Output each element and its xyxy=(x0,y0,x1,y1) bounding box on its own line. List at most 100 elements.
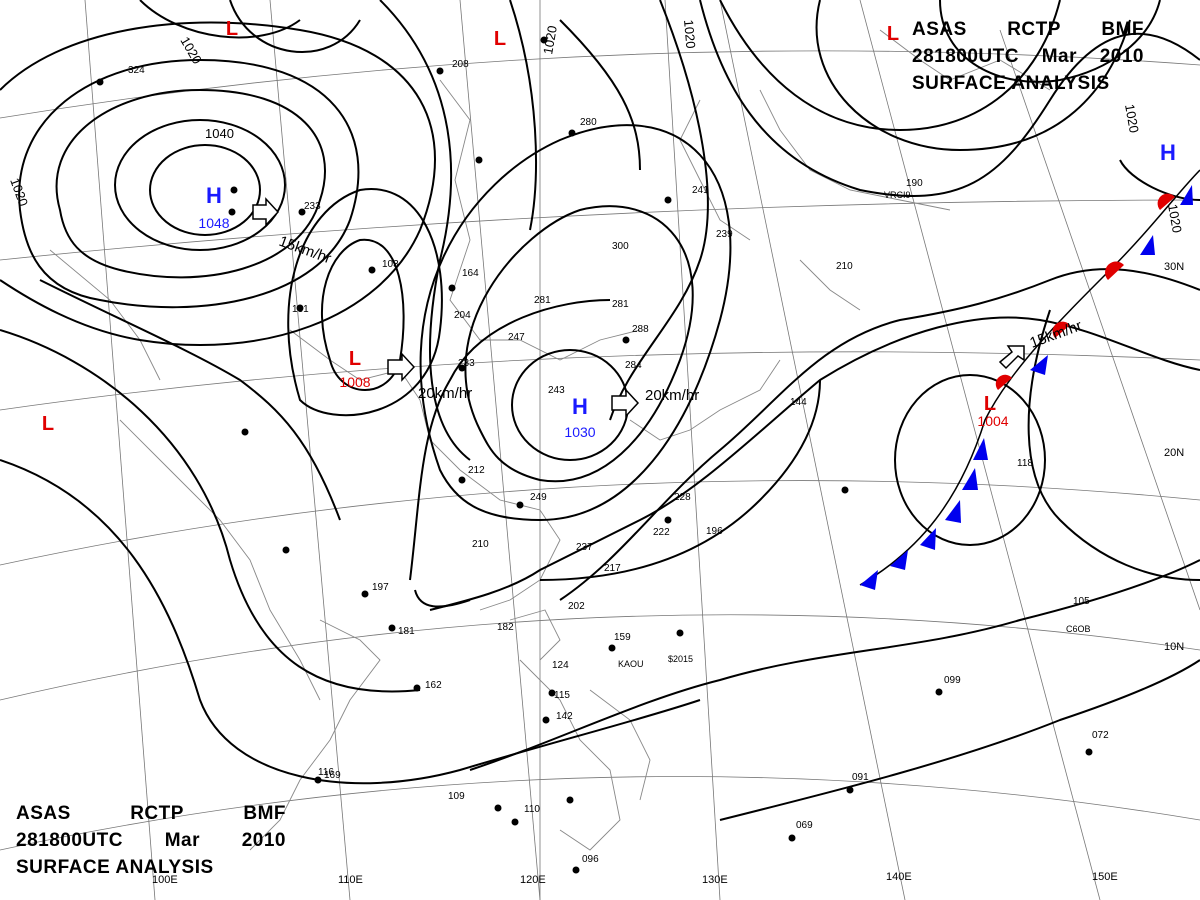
svg-text:091: 091 xyxy=(852,772,869,783)
svg-text:243: 243 xyxy=(548,385,565,396)
svg-text:247: 247 xyxy=(508,332,525,343)
svg-text:150E: 150E xyxy=(1092,871,1118,883)
svg-text:10N: 10N xyxy=(1164,641,1184,653)
svg-text:233: 233 xyxy=(304,201,321,212)
svg-text:1020: 1020 xyxy=(681,19,698,49)
svg-text:VRCI9: VRCI9 xyxy=(884,190,911,200)
low-center-n: L xyxy=(494,28,506,50)
center-code: BMF xyxy=(1101,19,1144,40)
agency-code: ASAS xyxy=(912,19,967,40)
svg-text:162: 162 xyxy=(425,680,442,691)
svg-text:120E: 120E xyxy=(520,874,546,886)
svg-text:$2015: $2015 xyxy=(668,654,693,664)
station-codes: VRCI9 KAOU C6OB $2015 xyxy=(618,190,1091,669)
svg-text:1040: 1040 xyxy=(205,126,234,141)
agency-code: ASAS xyxy=(16,803,71,824)
svg-text:142: 142 xyxy=(556,711,573,722)
svg-text:096: 096 xyxy=(582,854,599,865)
svg-text:210: 210 xyxy=(472,539,489,550)
isobars xyxy=(0,0,1200,821)
svg-text:30N: 30N xyxy=(1164,261,1184,273)
graticule-labels: 100E 110E 120E 130E 140E 150E 30N 20N 10… xyxy=(152,261,1184,886)
analysis-month: Mar xyxy=(1041,46,1077,67)
svg-text:099: 099 xyxy=(944,675,961,686)
analysis-time: 281800UTC xyxy=(16,830,123,851)
low-center-ne: L xyxy=(887,23,899,45)
svg-text:241: 241 xyxy=(692,185,709,196)
analysis-time: 281800UTC xyxy=(912,46,1019,67)
svg-text:288: 288 xyxy=(632,324,649,335)
svg-text:072: 072 xyxy=(1092,730,1109,741)
svg-text:124: 124 xyxy=(552,660,569,671)
svg-text:204: 204 xyxy=(454,310,471,321)
svg-text:116: 116 xyxy=(318,767,334,778)
high-center-1030: H 1030 xyxy=(564,394,595,440)
svg-text:1030: 1030 xyxy=(564,424,595,440)
svg-text:212: 212 xyxy=(468,465,485,476)
svg-text:C6OB: C6OB xyxy=(1066,624,1091,634)
product-name: SURFACE ANALYSIS xyxy=(16,857,214,878)
svg-text:281: 281 xyxy=(534,295,551,306)
svg-text:284: 284 xyxy=(625,360,642,371)
svg-text:1020: 1020 xyxy=(540,24,560,55)
analysis-month: Mar xyxy=(164,830,200,851)
station-code: RCTP xyxy=(1007,19,1061,40)
svg-text:169: 169 xyxy=(324,770,341,781)
header-top-right: ASAS RCTP BMF 281800UTC Mar 2010 SURFACE… xyxy=(912,16,1144,97)
svg-text:H: H xyxy=(1160,140,1176,165)
svg-text:196: 196 xyxy=(706,526,723,537)
svg-text:20km/hr: 20km/hr xyxy=(645,387,699,404)
coastlines xyxy=(49,29,1051,851)
svg-text:118: 118 xyxy=(1017,458,1033,469)
analysis-year: 2010 xyxy=(1099,46,1144,67)
svg-text:069: 069 xyxy=(796,820,813,831)
high-center-east: H xyxy=(1160,140,1176,165)
svg-text:1004: 1004 xyxy=(977,413,1008,429)
station-values: 324 208 280 190 241 300 239 210 281 247 … xyxy=(128,59,1109,865)
svg-text:222: 222 xyxy=(653,527,670,538)
svg-text:300: 300 xyxy=(612,241,629,252)
svg-text:217: 217 xyxy=(604,563,621,574)
header-bottom-left: ASAS RCTP BMF 281800UTC Mar 2010 SURFACE… xyxy=(16,800,286,881)
high-center-1048: H 1048 xyxy=(198,183,229,231)
svg-text:103: 103 xyxy=(382,259,399,270)
low-center-nw: L xyxy=(226,18,238,40)
analysis-year: 2010 xyxy=(241,830,286,851)
svg-text:131: 131 xyxy=(292,304,309,315)
svg-text:109: 109 xyxy=(448,791,465,802)
svg-text:197: 197 xyxy=(372,582,389,593)
svg-text:1020: 1020 xyxy=(1165,203,1185,234)
svg-text:H: H xyxy=(206,183,222,208)
svg-text:105: 105 xyxy=(1073,596,1090,607)
svg-text:210: 210 xyxy=(836,261,853,272)
svg-text:324: 324 xyxy=(128,65,145,76)
svg-text:140E: 140E xyxy=(886,871,912,883)
svg-text:233: 233 xyxy=(458,358,475,369)
svg-text:130E: 130E xyxy=(702,874,728,886)
svg-text:182: 182 xyxy=(497,622,514,633)
svg-text:110: 110 xyxy=(524,804,540,815)
svg-text:239: 239 xyxy=(716,229,733,240)
svg-text:181: 181 xyxy=(398,626,415,637)
stationary-front xyxy=(859,169,1200,590)
svg-text:202: 202 xyxy=(568,601,585,612)
svg-text:208: 208 xyxy=(452,59,469,70)
svg-text:20N: 20N xyxy=(1164,447,1184,459)
svg-text:110E: 110E xyxy=(338,874,363,886)
svg-text:100E: 100E xyxy=(152,874,178,886)
svg-text:237: 237 xyxy=(576,542,593,553)
svg-text:H: H xyxy=(572,394,588,419)
station-plots xyxy=(96,36,1093,874)
product-name: SURFACE ANALYSIS xyxy=(912,73,1110,94)
svg-text:L: L xyxy=(349,348,361,370)
pressure-centers: H 1048 H 1030 H L 1008 L 1004 L L L L xyxy=(42,18,1176,440)
svg-text:1048: 1048 xyxy=(198,215,229,231)
svg-text:159: 159 xyxy=(614,632,631,643)
low-center-w: L xyxy=(42,413,54,435)
svg-text:280: 280 xyxy=(580,117,597,128)
svg-text:228: 228 xyxy=(674,492,691,503)
center-code: BMF xyxy=(243,803,286,824)
svg-text:1008: 1008 xyxy=(339,374,370,390)
svg-text:KAOU: KAOU xyxy=(618,659,644,669)
